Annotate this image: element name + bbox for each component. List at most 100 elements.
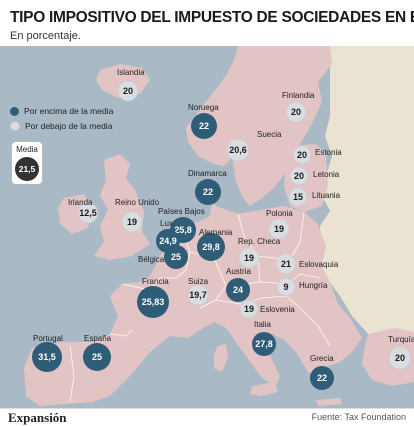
country-eslovaquia: 21 Eslovaquia xyxy=(275,253,339,275)
bubble-belgica xyxy=(164,245,188,269)
turkey-land xyxy=(362,328,414,386)
bubble-grecia xyxy=(310,366,334,390)
label-estonia: Estonia xyxy=(315,148,342,157)
country-hungria: 9 Hungría xyxy=(276,277,328,297)
legend-above-label: Por encima de la media xyxy=(24,106,114,116)
value-dinamarca: 22 xyxy=(203,187,213,197)
value-suiza: 19,7 xyxy=(189,290,207,300)
eastern-land xyxy=(318,46,414,351)
bubble-turquia xyxy=(388,346,412,370)
label-lux: Lux. xyxy=(160,219,175,228)
bubble-finlandia xyxy=(285,101,307,123)
value-turquia: 20 xyxy=(395,353,405,363)
country-alemania: 29,8 Alemania xyxy=(197,228,233,261)
label-grecia: Grecia xyxy=(310,354,334,363)
country-italia: 27,8 Italia xyxy=(252,320,276,356)
source-note: Fuente: Tax Foundation xyxy=(311,412,406,422)
value-italia: 27,8 xyxy=(255,339,273,349)
value-lux: 24,9 xyxy=(159,236,177,246)
bubble-reino-unido xyxy=(121,211,143,233)
value-eslovaquia: 21 xyxy=(281,259,291,269)
label-francia: Francia xyxy=(142,277,169,286)
country-dinamarca: 22 Dinamarca xyxy=(188,169,227,205)
label-hungria: Hungría xyxy=(299,281,328,290)
country-letonia: 20 Letonia xyxy=(289,166,340,186)
bubble-noruega xyxy=(191,113,217,139)
country-suiza: 19,7 Suiza xyxy=(187,277,209,306)
country-finlandia: 20 Finlandia xyxy=(282,91,315,123)
bubble-rep-checa xyxy=(238,247,260,269)
label-polonia: Polonia xyxy=(266,209,293,218)
label-irlanda: Irlanda xyxy=(68,198,93,207)
legend-above-swatch xyxy=(10,106,19,116)
value-estonia: 20 xyxy=(297,150,307,160)
country-rep-checa: 19 Rep. Checa xyxy=(238,237,281,269)
value-lituania: 15 xyxy=(293,192,303,202)
median-value: 21,5 xyxy=(15,157,39,181)
country-turquia: 20 Turquía xyxy=(388,335,414,370)
value-paises-bajos: 25,8 xyxy=(174,225,192,235)
scandinavia-land xyxy=(186,46,332,206)
country-suecia: 20,6 Suecia xyxy=(226,130,282,162)
value-letonia: 20 xyxy=(294,171,304,181)
label-eslovaquia: Eslovaquia xyxy=(299,260,339,269)
footer: Expansión Fuente: Tax Foundation xyxy=(0,408,414,426)
label-belgica: Bélgica xyxy=(138,255,165,264)
country-islandia: 20 Islandia xyxy=(117,68,145,102)
bubble-letonia xyxy=(289,166,309,186)
country-grecia: 22 Grecia xyxy=(310,354,334,390)
country-noruega: 22 Noruega xyxy=(188,103,219,139)
value-rep-checa: 19 xyxy=(244,253,254,263)
value-hungria: 9 xyxy=(283,282,288,292)
country-espana: 25 España xyxy=(83,334,112,371)
value-islandia: 20 xyxy=(123,86,133,96)
median-legend: Media 21,5 xyxy=(11,141,43,185)
value-polonia: 19 xyxy=(274,224,284,234)
bubble-portugal xyxy=(32,342,62,372)
value-belgica: 25 xyxy=(171,252,181,262)
legend-above: Por encima de la media xyxy=(10,106,113,116)
label-portugal: Portugal xyxy=(33,334,63,343)
bubble-eslovaquia xyxy=(275,253,297,275)
label-rep-checa: Rep. Checa xyxy=(238,237,281,246)
label-suecia: Suecia xyxy=(257,130,282,139)
label-turquia: Turquía xyxy=(388,335,414,344)
britain-land xyxy=(94,154,150,260)
label-islandia: Islandia xyxy=(117,68,145,77)
bubble-irlanda xyxy=(77,202,99,224)
value-espana: 25 xyxy=(92,352,102,362)
label-letonia: Letonia xyxy=(313,170,340,179)
label-finlandia: Finlandia xyxy=(282,91,315,100)
label-alemania: Alemania xyxy=(199,228,233,237)
bubble-espana xyxy=(83,343,111,371)
country-austria: 24 Austria xyxy=(226,267,251,302)
bubble-islandia xyxy=(117,80,139,102)
value-austria: 24 xyxy=(233,285,243,295)
bubble-polonia xyxy=(268,218,290,240)
country-francia: 25,83 Francia xyxy=(137,277,169,318)
country-eslovenia: 19 Eslovenia xyxy=(239,299,295,319)
value-reino-unido: 19 xyxy=(127,217,137,227)
label-noruega: Noruega xyxy=(188,103,219,112)
value-eslovenia: 19 xyxy=(244,304,254,314)
country-reino-unido: 19 Reino Unido xyxy=(115,198,160,233)
bubble-estonia xyxy=(292,145,312,165)
label-lituania: Lituania xyxy=(312,191,341,200)
country-lituania: 15 Lituania xyxy=(288,187,341,207)
label-suiza: Suiza xyxy=(188,277,209,286)
bubble-alemania xyxy=(197,233,225,261)
country-estonia: 20 Estonia xyxy=(292,145,342,165)
value-noruega: 22 xyxy=(199,121,209,131)
country-belgica: 25 Bélgica xyxy=(138,245,188,269)
value-francia: 25,83 xyxy=(142,297,165,307)
country-portugal: 31,5 Portugal xyxy=(32,334,63,372)
crete-land xyxy=(316,398,342,406)
label-italia: Italia xyxy=(254,320,271,329)
sicily-land xyxy=(250,382,278,396)
legend-below-label: Por debajo de la media xyxy=(25,121,113,131)
bubble-italia xyxy=(252,332,276,356)
label-eslovenia: Eslovenia xyxy=(260,305,295,314)
value-grecia: 22 xyxy=(317,373,327,383)
